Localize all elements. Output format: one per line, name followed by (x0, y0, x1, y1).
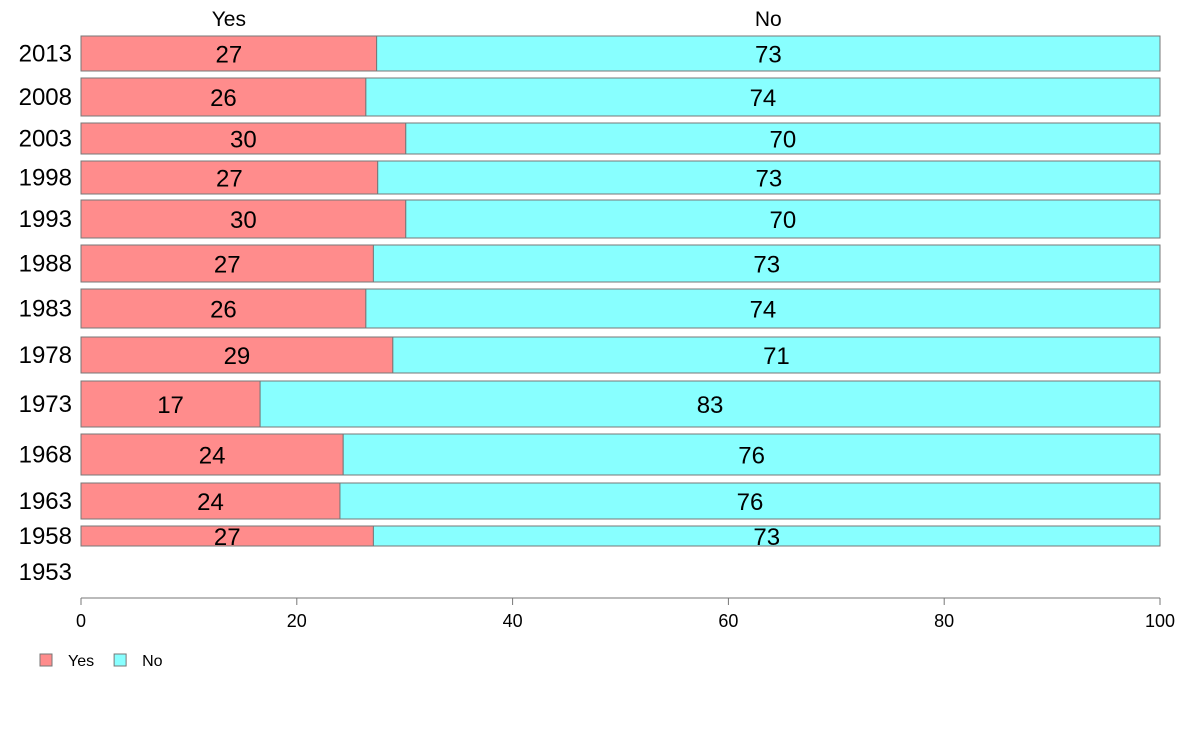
bar-yes-1968 (80, 433, 344, 476)
bar-no-2013 (376, 35, 1161, 72)
bar-label-yes-1988: 27 (214, 252, 241, 279)
bar-no-1983 (365, 288, 1161, 329)
bar-label-no-2013: 73 (755, 42, 782, 69)
category-label-1998: 1998 (19, 165, 72, 192)
bar-label-yes-1983: 26 (210, 297, 237, 324)
category-label-1973: 1973 (19, 391, 72, 418)
bar-label-yes-1993: 30 (230, 207, 257, 234)
bar-no-1973 (259, 380, 1161, 428)
bar-label-yes-2003: 30 (230, 127, 257, 154)
bar-no-2008 (365, 77, 1161, 117)
bar-label-no-2003: 70 (770, 127, 797, 154)
bar-label-no-1998: 73 (756, 166, 783, 193)
bar-label-no-1993: 70 (770, 207, 797, 234)
legend-label-yes: Yes (68, 653, 94, 670)
bar-label-no-1968: 76 (738, 443, 765, 470)
category-label-2003: 2003 (19, 126, 72, 153)
category-label-1953: 1953 (19, 559, 72, 586)
bar-label-yes-1963: 24 (197, 489, 224, 516)
bar-label-yes-2013: 27 (215, 42, 242, 69)
bar-no-1993 (405, 199, 1161, 239)
bar-yes-1983 (80, 288, 367, 329)
bar-label-yes-2008: 26 (210, 85, 237, 112)
x-tick-label-100: 100 (1145, 611, 1175, 631)
category-label-1968: 1968 (19, 442, 72, 469)
category-label-1983: 1983 (19, 296, 72, 323)
bar-label-no-1978: 71 (763, 343, 790, 370)
bar-yes-2008 (80, 77, 367, 117)
bar-no-2003 (405, 122, 1161, 155)
bar-label-no-1963: 76 (737, 489, 764, 516)
x-tick-label-80: 80 (934, 611, 954, 631)
legend-label-no: No (142, 653, 163, 670)
x-tick-label-40: 40 (503, 611, 523, 631)
category-label-1988: 1988 (19, 251, 72, 278)
column-header-yes: Yes (212, 8, 246, 31)
bar-yes-1963 (80, 482, 341, 520)
category-label-1958: 1958 (19, 523, 72, 550)
legend-swatch-yes (39, 653, 53, 667)
x-tick-label-0: 0 (76, 611, 86, 631)
bar-label-yes-1973: 17 (157, 392, 184, 419)
bar-no-1978 (392, 336, 1161, 374)
category-label-2013: 2013 (19, 41, 72, 68)
category-label-1963: 1963 (19, 488, 72, 515)
legend-swatch-no (113, 653, 127, 667)
bar-label-yes-1958: 27 (214, 524, 241, 551)
bar-yes-2003 (80, 122, 407, 155)
bar-label-no-2008: 74 (750, 85, 777, 112)
bar-yes-1973 (80, 380, 261, 428)
bar-no-1958 (372, 525, 1161, 547)
bar-no-1963 (339, 482, 1161, 520)
bar-label-yes-1978: 29 (224, 343, 251, 370)
column-header-no: No (755, 8, 782, 31)
x-tick-label-20: 20 (287, 611, 307, 631)
bar-yes-1998 (80, 160, 379, 195)
bar-label-no-1988: 73 (753, 252, 780, 279)
category-label-1978: 1978 (19, 342, 72, 369)
bar-label-no-1958: 73 (753, 524, 780, 551)
bar-no-1988 (372, 244, 1161, 283)
bar-label-no-1973: 83 (697, 392, 724, 419)
category-label-1993: 1993 (19, 206, 72, 233)
bar-label-yes-1998: 27 (216, 166, 243, 193)
bar-label-yes-1968: 24 (199, 443, 226, 470)
bar-no-1998 (377, 160, 1161, 195)
bar-no-1968 (342, 433, 1161, 476)
category-label-2008: 2008 (19, 84, 72, 111)
x-tick-label-60: 60 (718, 611, 738, 631)
bar-yes-1993 (80, 199, 407, 239)
bar-label-no-1983: 74 (750, 297, 777, 324)
bar-yes-2013 (80, 35, 378, 72)
